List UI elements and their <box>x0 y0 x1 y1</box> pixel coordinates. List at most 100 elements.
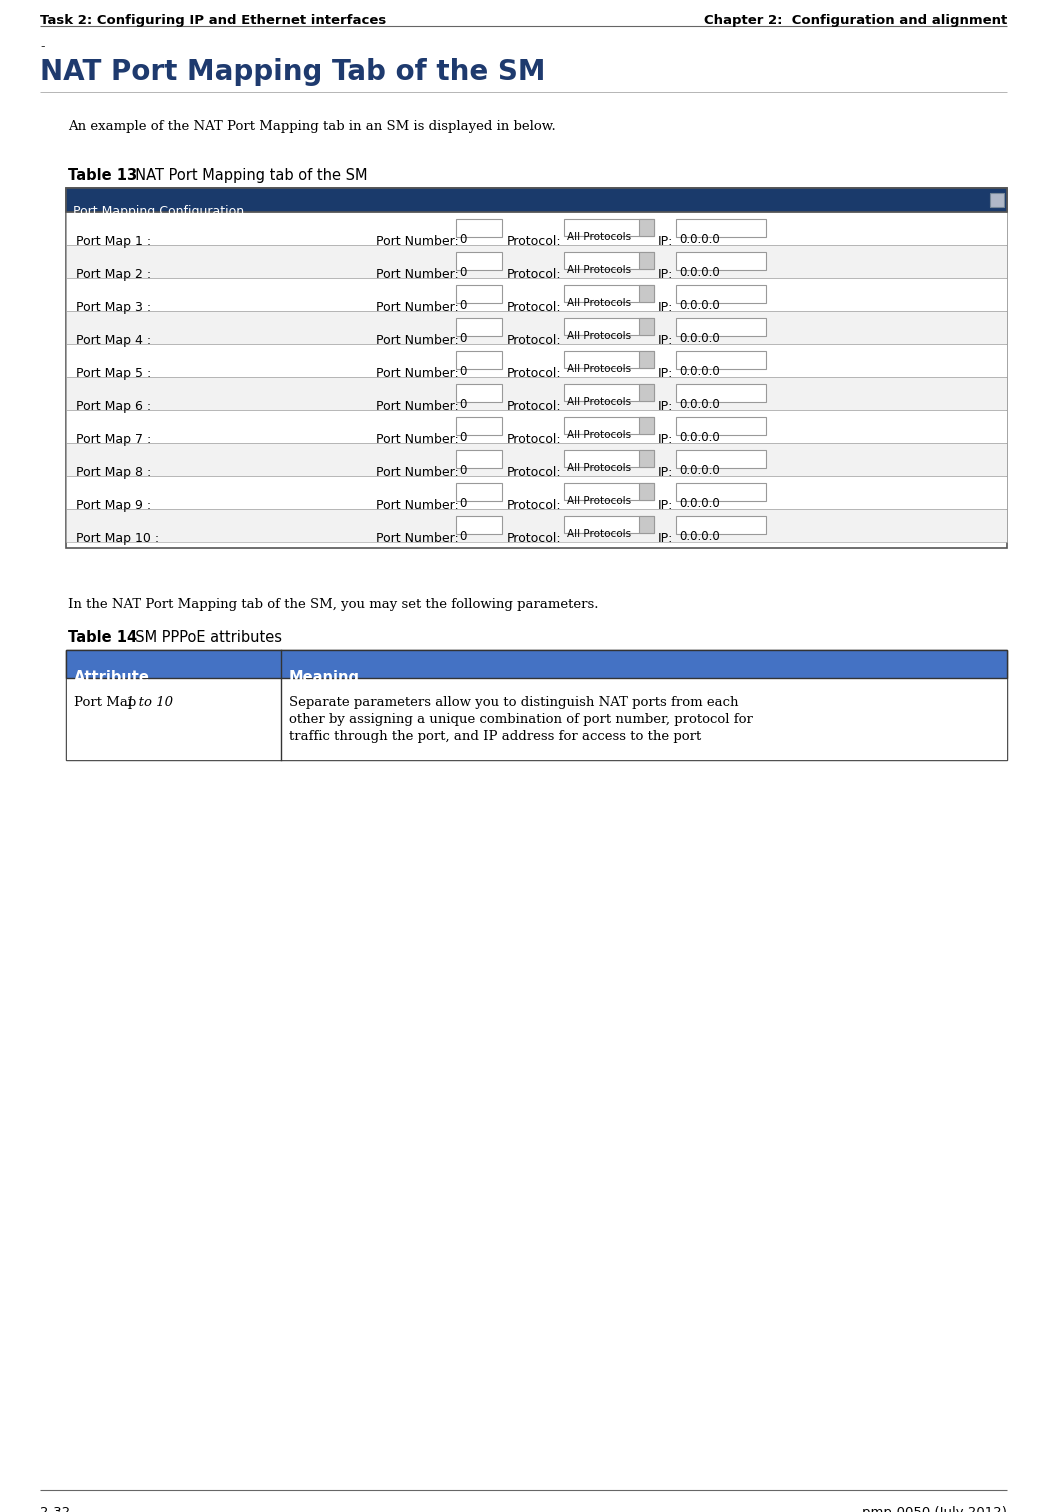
Text: Port Map 3 :: Port Map 3 : <box>76 301 151 314</box>
Text: traffic through the port, and IP address for access to the port: traffic through the port, and IP address… <box>289 730 701 742</box>
Text: Task 2: Configuring IP and Ethernet interfaces: Task 2: Configuring IP and Ethernet inte… <box>40 14 386 27</box>
Bar <box>639 318 654 336</box>
Bar <box>564 482 654 500</box>
Text: Port Number:: Port Number: <box>376 367 459 380</box>
Text: 0.0.0.0: 0.0.0.0 <box>680 233 719 246</box>
Text: SM PPPoE attributes: SM PPPoE attributes <box>126 631 282 646</box>
Text: Port Map 5 :: Port Map 5 : <box>76 367 151 380</box>
Text: Port Number:: Port Number: <box>376 401 459 413</box>
Bar <box>676 351 766 369</box>
Bar <box>66 311 1007 345</box>
Text: 0: 0 <box>459 233 466 246</box>
Bar <box>676 417 766 435</box>
Bar <box>676 318 766 336</box>
Text: Table 13: Table 13 <box>68 168 137 183</box>
Text: Port Number:: Port Number: <box>376 268 459 281</box>
Text: All Protocols: All Protocols <box>567 529 631 538</box>
Bar <box>66 187 1007 547</box>
Bar <box>564 351 654 367</box>
Text: IP:: IP: <box>658 432 673 446</box>
Text: Port Map 9 :: Port Map 9 : <box>76 499 151 513</box>
Bar <box>639 516 654 534</box>
Bar <box>456 253 502 271</box>
Text: 0: 0 <box>459 431 466 445</box>
Text: Port Mapping Configuration: Port Mapping Configuration <box>73 206 244 218</box>
Text: -: - <box>40 39 45 53</box>
Text: ▼: ▼ <box>644 324 649 333</box>
Text: All Protocols: All Protocols <box>567 496 631 507</box>
Bar <box>676 253 766 271</box>
Text: All Protocols: All Protocols <box>567 265 631 275</box>
Text: Meaning: Meaning <box>289 670 360 685</box>
Bar <box>66 443 1007 476</box>
Bar <box>456 417 502 435</box>
Text: Port Map 4 :: Port Map 4 : <box>76 334 151 346</box>
Text: Port Map 1 :: Port Map 1 : <box>76 234 151 248</box>
Bar <box>66 650 1007 761</box>
Text: Port Map 2 :: Port Map 2 : <box>76 268 151 281</box>
Text: ▼: ▼ <box>644 488 649 497</box>
Text: 0: 0 <box>459 333 466 345</box>
Bar <box>639 253 654 269</box>
Text: Protocol:: Protocol: <box>507 401 561 413</box>
Bar <box>639 351 654 367</box>
Text: Protocol:: Protocol: <box>507 367 561 380</box>
Text: Protocol:: Protocol: <box>507 532 561 544</box>
Text: 0.0.0.0: 0.0.0.0 <box>680 364 719 378</box>
Bar <box>456 284 502 302</box>
Bar <box>66 376 1007 410</box>
Bar <box>564 318 654 336</box>
Text: 0: 0 <box>459 364 466 378</box>
Text: Port Number:: Port Number: <box>376 499 459 513</box>
Text: ▼: ▼ <box>644 355 649 364</box>
Text: 0: 0 <box>459 266 466 280</box>
Text: ▼: ▼ <box>644 389 649 398</box>
Text: 0.0.0.0: 0.0.0.0 <box>680 431 719 445</box>
Text: 0: 0 <box>459 299 466 311</box>
Text: IP:: IP: <box>658 466 673 479</box>
Text: Port Number:: Port Number: <box>376 301 459 314</box>
Text: Port Map 8 :: Port Map 8 : <box>76 466 151 479</box>
Bar <box>66 345 1007 376</box>
Text: Chapter 2:  Configuration and alignment: Chapter 2: Configuration and alignment <box>704 14 1007 27</box>
Bar <box>990 194 1004 207</box>
Text: pmp-0050 (July 2012): pmp-0050 (July 2012) <box>862 1506 1007 1512</box>
Text: Port Number:: Port Number: <box>376 432 459 446</box>
Text: 0.0.0.0: 0.0.0.0 <box>680 266 719 280</box>
Bar <box>66 187 1007 212</box>
Text: All Protocols: All Protocols <box>567 429 631 440</box>
Text: NAT Port Mapping Tab of the SM: NAT Port Mapping Tab of the SM <box>40 57 545 86</box>
Text: All Protocols: All Protocols <box>567 364 631 373</box>
Bar <box>456 482 502 500</box>
Text: ▼: ▼ <box>644 290 649 299</box>
Text: Protocol:: Protocol: <box>507 432 561 446</box>
Bar <box>456 516 502 534</box>
Text: ▼: ▼ <box>644 422 649 431</box>
Text: Port Number:: Port Number: <box>376 466 459 479</box>
Text: Protocol:: Protocol: <box>507 234 561 248</box>
Text: 0: 0 <box>459 531 466 543</box>
Text: Attribute: Attribute <box>74 670 150 685</box>
Bar <box>676 516 766 534</box>
Text: In the NAT Port Mapping tab of the SM, you may set the following parameters.: In the NAT Port Mapping tab of the SM, y… <box>68 599 599 611</box>
Text: IP:: IP: <box>658 367 673 380</box>
Bar <box>676 284 766 302</box>
Text: Port Map 6 :: Port Map 6 : <box>76 401 151 413</box>
Text: Protocol:: Protocol: <box>507 466 561 479</box>
Text: 0: 0 <box>459 398 466 411</box>
Text: NAT Port Mapping tab of the SM: NAT Port Mapping tab of the SM <box>126 168 367 183</box>
Bar <box>456 384 502 402</box>
Text: 0.0.0.0: 0.0.0.0 <box>680 299 719 311</box>
Bar <box>639 384 654 401</box>
Text: 0.0.0.0: 0.0.0.0 <box>680 464 719 476</box>
Text: IP:: IP: <box>658 268 673 281</box>
Text: 0.0.0.0: 0.0.0.0 <box>680 398 719 411</box>
Text: 1 to 10: 1 to 10 <box>126 696 173 709</box>
Bar <box>564 284 654 302</box>
Bar <box>66 278 1007 311</box>
Bar <box>564 253 654 269</box>
Bar <box>564 451 654 467</box>
Text: Port Map 7 :: Port Map 7 : <box>76 432 151 446</box>
Text: Separate parameters allow you to distinguish NAT ports from each: Separate parameters allow you to disting… <box>289 696 738 709</box>
Bar <box>639 284 654 302</box>
